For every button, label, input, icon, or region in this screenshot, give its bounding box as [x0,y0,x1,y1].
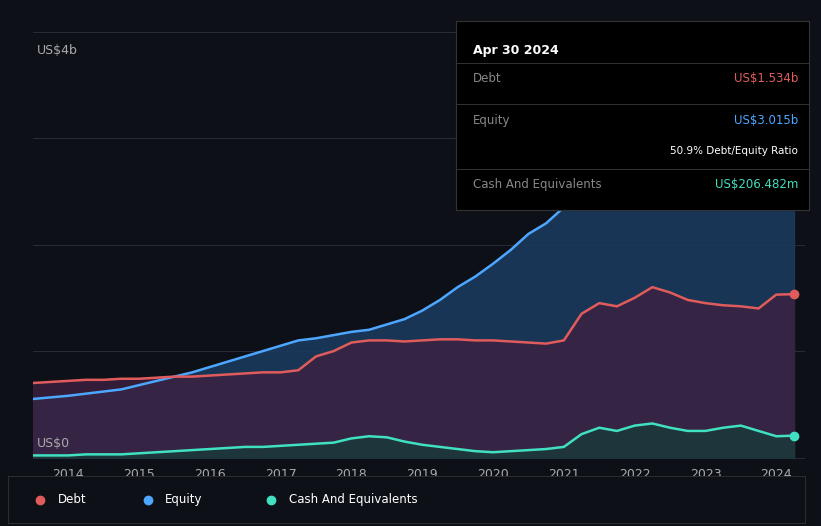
Text: Debt: Debt [474,72,502,85]
Text: US$3.015b: US$3.015b [734,114,798,127]
Text: US$4b: US$4b [37,45,77,57]
Text: Debt: Debt [57,493,86,506]
Text: Equity: Equity [474,114,511,127]
Text: Equity: Equity [165,493,203,506]
Text: 50.9% Debt/Equity Ratio: 50.9% Debt/Equity Ratio [670,146,798,156]
Text: Cash And Equivalents: Cash And Equivalents [288,493,417,506]
Text: US$1.534b: US$1.534b [734,72,798,85]
Text: Cash And Equivalents: Cash And Equivalents [474,178,602,191]
Text: Apr 30 2024: Apr 30 2024 [474,44,559,57]
Text: US$206.482m: US$206.482m [715,178,798,191]
Text: US$0: US$0 [37,437,70,450]
